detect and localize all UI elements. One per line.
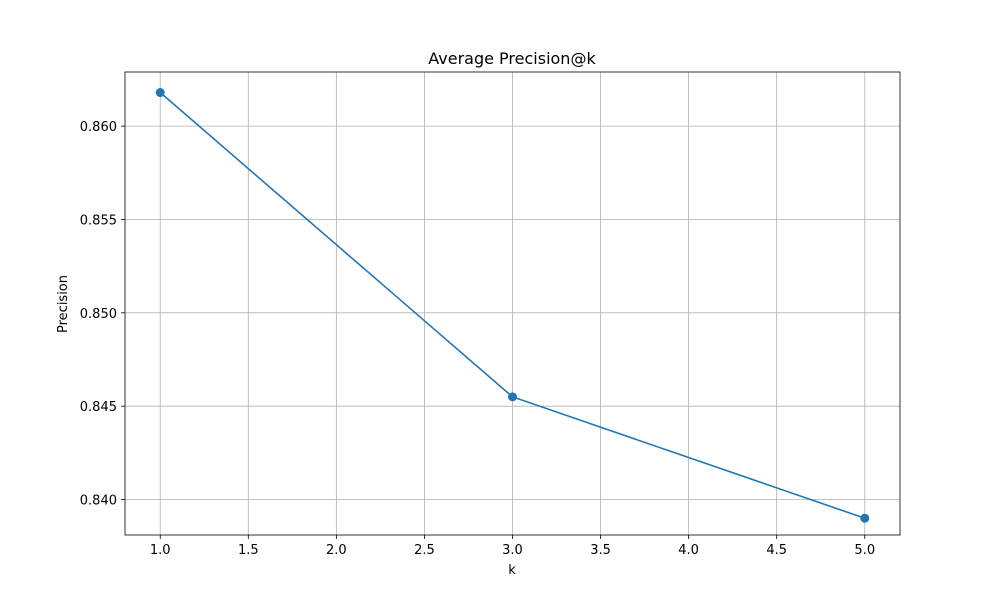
y-tick-label: 0.850 (80, 307, 117, 322)
tick-labels: 1.0 1.5 2.0 2.5 3.0 3.5 4.0 4.5 5.0 0.840 0.845 0.8… (80, 120, 875, 558)
series-layer (155, 88, 870, 523)
y-tick-label: 0.855 (80, 213, 117, 228)
y-tick-label: 0.860 (80, 120, 117, 135)
data-point (860, 513, 870, 523)
x-tick-label: 1.5 (238, 543, 259, 558)
y-axis-label: Precision (56, 275, 71, 333)
x-tick-label: 3.5 (590, 543, 611, 558)
chart-title: Average Precision@k (428, 49, 596, 68)
grid (125, 72, 900, 535)
x-tick-label: 1.0 (150, 543, 171, 558)
x-tick-label: 2.5 (414, 543, 435, 558)
data-point (508, 392, 517, 402)
x-tick-label: 4.0 (678, 543, 699, 558)
x-tick-label: 5.0 (854, 543, 875, 558)
y-tick-label: 0.845 (80, 400, 117, 415)
data-point (155, 88, 165, 98)
x-tick-label: 4.5 (766, 543, 787, 558)
x-tick-label: 2.0 (326, 543, 347, 558)
axes (121, 71, 901, 539)
x-axis-label: k (508, 563, 516, 578)
y-tick-label: 0.840 (80, 494, 117, 509)
x-tick-label: 3.0 (502, 543, 523, 558)
